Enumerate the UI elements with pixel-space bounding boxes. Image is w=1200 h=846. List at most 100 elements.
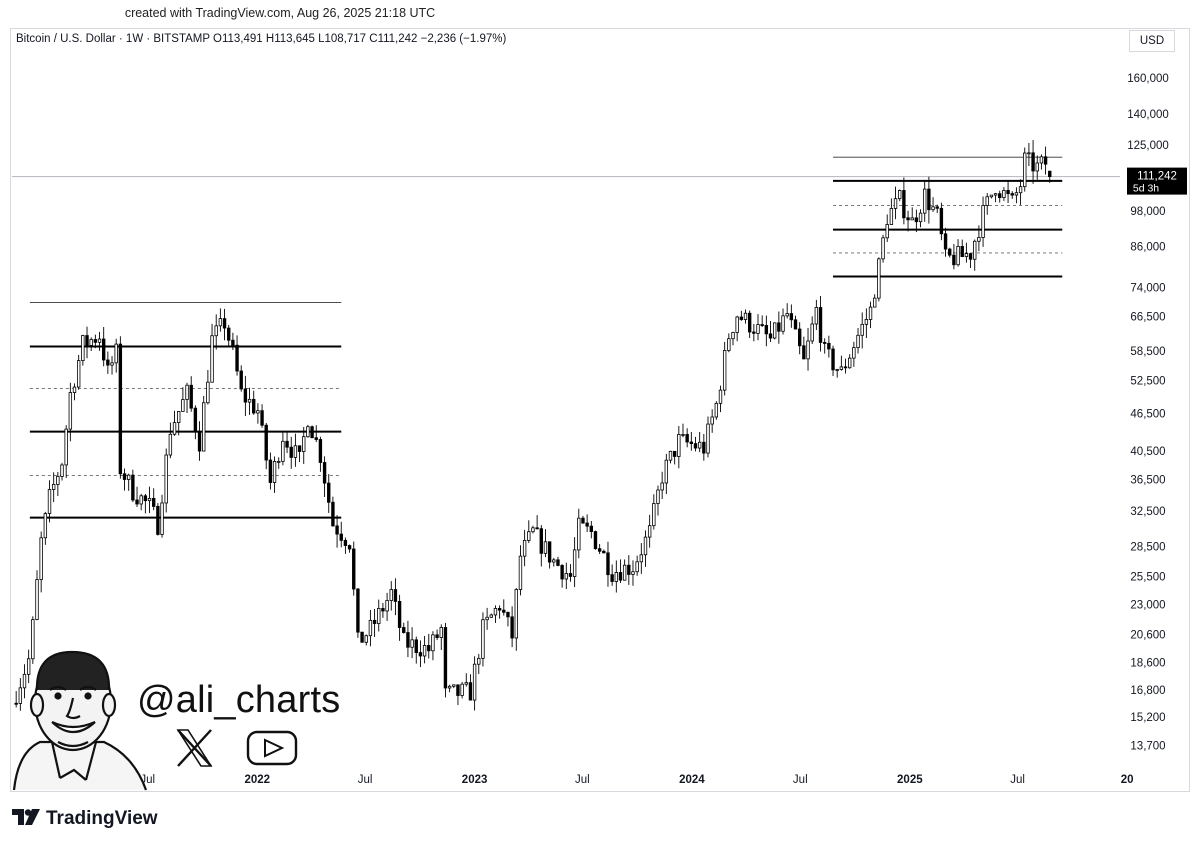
candle-body (485, 616, 489, 621)
candles-layer (14, 140, 1052, 711)
avatar (12, 650, 148, 791)
candle-body (81, 335, 85, 361)
candle-body (522, 540, 527, 557)
candle-body (948, 248, 952, 256)
candle-body (627, 564, 631, 575)
candle-body (489, 614, 493, 618)
candle-body (839, 366, 844, 370)
candle-body (1035, 162, 1039, 172)
candle-body (264, 424, 268, 461)
x-logo-icon[interactable] (176, 729, 213, 767)
candle-body (689, 441, 694, 444)
candle-body (427, 645, 431, 652)
candle-body (747, 312, 752, 333)
candle-body (785, 313, 789, 317)
candle-body (152, 498, 156, 507)
candle-body (214, 325, 218, 337)
x-tick-label: 2023 (462, 774, 488, 786)
bar-countdown-label: 5d 3h (1133, 183, 1159, 195)
candle-body (943, 233, 948, 250)
candle-body (239, 370, 243, 390)
candle-body (614, 572, 619, 582)
candle-body (39, 537, 43, 580)
candle-body (447, 685, 452, 689)
candle-body (443, 627, 448, 689)
y-tick-label: 66,500 (1130, 311, 1165, 323)
candle-body (377, 608, 381, 624)
candle-body (985, 196, 989, 206)
candle-body (297, 445, 302, 452)
candle-body (697, 441, 702, 449)
candle-body (848, 357, 852, 369)
candle-body (206, 381, 210, 404)
candle-body (310, 426, 314, 439)
y-tick-label: 74,000 (1130, 282, 1165, 294)
candle-body (97, 338, 102, 343)
candle-body (243, 388, 248, 403)
candle-body (539, 528, 543, 554)
candle-body (164, 454, 168, 504)
candle-body (793, 319, 798, 330)
candle-body (1039, 156, 1044, 164)
candle-body (923, 188, 927, 214)
y-tick-label: 32,500 (1130, 506, 1165, 518)
candle-body (26, 658, 31, 675)
youtube-play-icon[interactable] (246, 730, 298, 766)
candle-body (177, 410, 181, 423)
candle-body (843, 366, 848, 369)
candle-body (185, 384, 189, 400)
candle-body (302, 436, 306, 452)
candle-body (635, 561, 639, 573)
candle-body (268, 459, 273, 483)
candle-body (722, 350, 727, 391)
candle-body (418, 652, 423, 657)
candle-body (831, 348, 835, 371)
candle-body (477, 657, 481, 665)
candle-body (1027, 152, 1031, 155)
candle-body (810, 323, 814, 342)
y-tick-label: 28,500 (1130, 541, 1165, 553)
candle-body (918, 212, 923, 223)
candle-body (781, 315, 785, 332)
candle-body (360, 631, 364, 643)
candle-body (998, 193, 1002, 198)
candle-body (218, 318, 223, 327)
candle-body (389, 589, 393, 601)
candle-body (22, 673, 27, 689)
candle-body (860, 323, 864, 336)
candle-body (343, 539, 348, 546)
candle-body (556, 559, 560, 566)
candle-body (322, 462, 327, 484)
candle-body (806, 340, 810, 360)
x-tick-label: Jul (1010, 774, 1025, 786)
candle-body (364, 635, 368, 643)
candle-body (789, 313, 794, 321)
candle-body (406, 632, 410, 648)
candle-body (568, 573, 573, 577)
candle-body (968, 253, 973, 260)
candle-body (506, 611, 510, 618)
candle-body (368, 619, 373, 637)
candle-body (606, 552, 610, 576)
candle-body (277, 460, 281, 463)
candle-body (393, 589, 398, 602)
y-tick-label: 86,000 (1130, 242, 1165, 254)
candle-body (693, 443, 698, 449)
last-price-label: 111,242 (1137, 171, 1177, 183)
candle-body (989, 194, 994, 198)
candle-body (772, 322, 777, 339)
candle-body (281, 440, 285, 462)
candle-body (610, 574, 614, 582)
candle-body (189, 384, 193, 409)
candle-body (702, 441, 706, 454)
candle-body (618, 572, 623, 581)
y-tick-label: 140,000 (1127, 109, 1169, 121)
candle-body (1018, 186, 1023, 194)
currency-selector[interactable]: USD (1129, 30, 1175, 52)
candle-body (643, 536, 648, 556)
candle-body (910, 217, 914, 221)
candle-body (531, 527, 535, 533)
tradingview-brand[interactable]: TradingView (12, 808, 158, 831)
candle-body (35, 579, 39, 620)
